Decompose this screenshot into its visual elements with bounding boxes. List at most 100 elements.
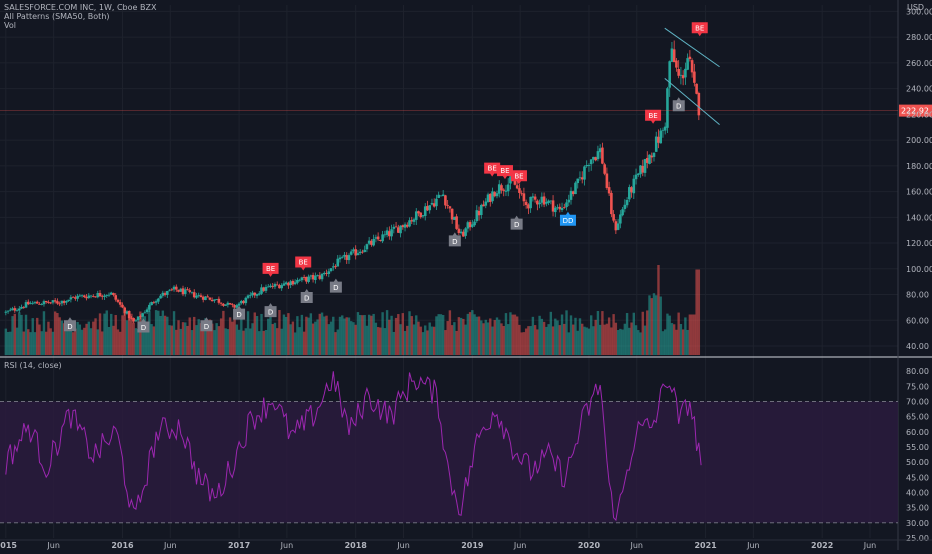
- volume-bar: [45, 331, 48, 355]
- volume-bar: [383, 328, 387, 355]
- volume-bar: [141, 313, 144, 355]
- pattern-marker: [137, 318, 150, 333]
- rsi-tick-label: 60.00: [906, 428, 929, 437]
- candle-body: [439, 195, 443, 197]
- candle-body: [502, 189, 506, 191]
- candle-body: [287, 282, 290, 286]
- candle-body: [141, 313, 144, 317]
- volume-bar: [632, 312, 636, 355]
- volume-bar: [302, 331, 306, 355]
- volume-bar: [6, 331, 10, 355]
- candle-body: [213, 299, 216, 301]
- candle-body: [278, 285, 281, 289]
- volume-bar: [284, 316, 288, 355]
- volume-bar: [457, 317, 461, 355]
- indicator-legend[interactable]: All Patterns (SMA50, Both): [4, 12, 110, 21]
- volume-bar: [484, 319, 487, 355]
- volume-bar: [441, 315, 445, 355]
- candle-body: [190, 291, 194, 293]
- candle-body: [388, 231, 391, 237]
- candle-body: [74, 297, 77, 299]
- candle-body: [323, 272, 326, 274]
- candle-body: [242, 300, 245, 304]
- volume-bar: [343, 318, 346, 355]
- volume-bar: [464, 324, 467, 355]
- volume-bar: [347, 317, 351, 355]
- candle-body: [305, 276, 308, 282]
- price-tick-label: 100.00: [906, 265, 932, 274]
- candle-body: [181, 288, 185, 295]
- candle-body: [509, 176, 512, 184]
- volume-bar: [9, 331, 12, 355]
- rsi-legend[interactable]: RSI (14, close): [4, 361, 62, 370]
- candle-body: [473, 221, 476, 226]
- volume-bar: [318, 313, 322, 355]
- candle-body: [98, 293, 102, 297]
- volume-bar: [53, 311, 57, 355]
- volume-bar: [282, 314, 286, 355]
- volume-bar: [686, 329, 689, 355]
- candle-body: [542, 196, 546, 205]
- pattern-text: D: [304, 294, 309, 302]
- candle-body: [235, 305, 239, 308]
- volume-bar: [585, 327, 588, 355]
- candle-body: [35, 301, 39, 304]
- volume-bar: [96, 329, 99, 355]
- symbol-title[interactable]: SALESFORCE.COM INC, 1W, Cboe BZX: [4, 3, 157, 12]
- candle-body: [340, 256, 344, 258]
- volume-bar: [148, 310, 151, 355]
- volume-bar: [572, 324, 575, 355]
- candle-body: [556, 207, 559, 209]
- volume-bar: [119, 331, 122, 355]
- candle-body: [607, 187, 611, 194]
- volume-bar: [659, 296, 662, 355]
- candle-body: [405, 224, 409, 227]
- candle-body: [457, 228, 461, 234]
- candle-body: [300, 277, 304, 281]
- rsi-tick-label: 35.00: [906, 504, 929, 513]
- volume-bar: [655, 295, 658, 355]
- candle-body: [547, 200, 550, 203]
- pattern-text: D: [676, 103, 681, 111]
- candle-body: [240, 300, 243, 304]
- volume-bar: [116, 329, 120, 355]
- candle-body: [127, 311, 131, 319]
- candle-body: [695, 83, 698, 94]
- candle-body: [289, 281, 292, 286]
- candle-body: [222, 303, 225, 306]
- candle-body: [148, 304, 151, 310]
- candle-body: [688, 56, 692, 60]
- volume-bar: [435, 316, 438, 355]
- volume-bar: [690, 314, 694, 355]
- volume-bar: [184, 322, 187, 355]
- volume-bar: [193, 316, 196, 355]
- candle-body: [560, 207, 564, 211]
- candle-body: [567, 199, 571, 203]
- price-tick-label: 200.00: [906, 136, 932, 145]
- volume-bar: [551, 326, 555, 355]
- pattern-label-bull: D: [137, 318, 150, 333]
- candle-body: [343, 254, 346, 257]
- volume-bar: [628, 327, 631, 355]
- volume-bar: [125, 320, 129, 355]
- candle-body: [477, 210, 481, 216]
- volume-bar: [468, 312, 472, 355]
- volume-bar: [42, 311, 46, 355]
- volume-bar: [89, 328, 93, 355]
- candle-body: [157, 298, 160, 302]
- candle-body: [515, 185, 519, 189]
- candle-body: [410, 220, 414, 222]
- volume-legend[interactable]: Vol: [4, 21, 16, 30]
- candle-body: [298, 279, 301, 281]
- candle-body: [616, 223, 620, 230]
- volume-bar: [372, 313, 375, 355]
- candle-body: [681, 75, 685, 79]
- candle-body: [233, 305, 236, 308]
- candle-body: [654, 136, 658, 152]
- candle-body: [423, 206, 427, 216]
- candle-body: [372, 238, 375, 246]
- volume-bar: [287, 313, 290, 355]
- candle-body: [260, 287, 263, 294]
